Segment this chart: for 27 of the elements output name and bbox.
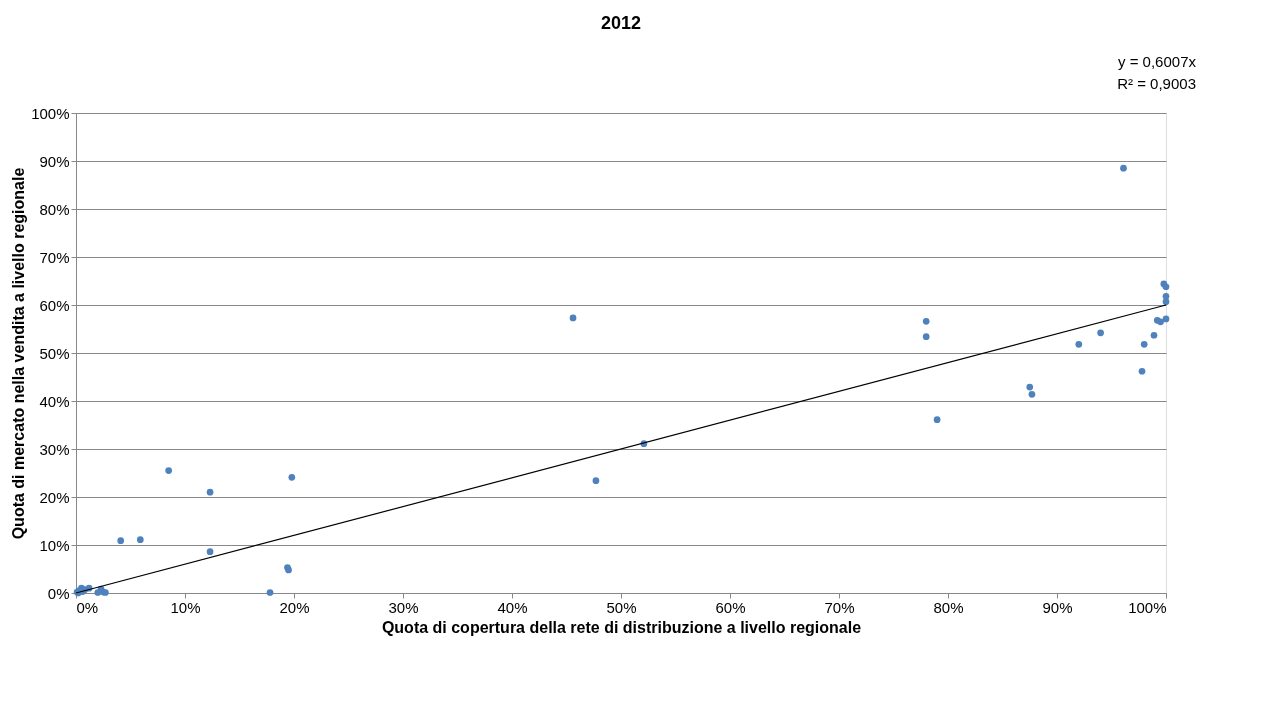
y-tick-label: 40% xyxy=(39,392,70,410)
x-tick-label: 100% xyxy=(1128,598,1167,616)
text: y = 0,6007x xyxy=(1118,53,1197,70)
y-tick-label: 90% xyxy=(39,152,70,170)
y-axis-title: Quota di mercato nella vendita a livello regionale xyxy=(10,167,28,540)
y-tick-label: 80% xyxy=(39,200,70,218)
x-tick-label: 80% xyxy=(933,598,964,616)
x-tick-label: 10% xyxy=(170,598,201,616)
y-tick-label: 0% xyxy=(47,584,70,602)
y-tick-label: 10% xyxy=(39,536,70,554)
y-tick-label: 50% xyxy=(39,344,70,362)
y-tick-label: 20% xyxy=(39,488,70,506)
x-axis-title: Quota di copertura della rete di distribuzione a livello regionale xyxy=(381,618,862,636)
x-tick-label: 20% xyxy=(279,598,310,616)
x-tick-label: 0% xyxy=(76,598,99,616)
x-tick-label: 90% xyxy=(1042,598,1073,616)
x-tick-label: 60% xyxy=(715,598,746,616)
chart-title: 2012 xyxy=(600,13,642,33)
x-tick-label: 70% xyxy=(824,598,855,616)
x-tick-label: 40% xyxy=(497,598,528,616)
y-tick-label: 30% xyxy=(39,440,70,458)
text: R² = 0,9003 xyxy=(1117,75,1196,92)
y-tick-label: 70% xyxy=(39,248,70,266)
x-tick-label: 30% xyxy=(388,598,419,616)
y-tick-label: 100% xyxy=(31,104,70,122)
y-tick-label: 60% xyxy=(39,296,70,314)
x-tick-label: 50% xyxy=(606,598,637,616)
